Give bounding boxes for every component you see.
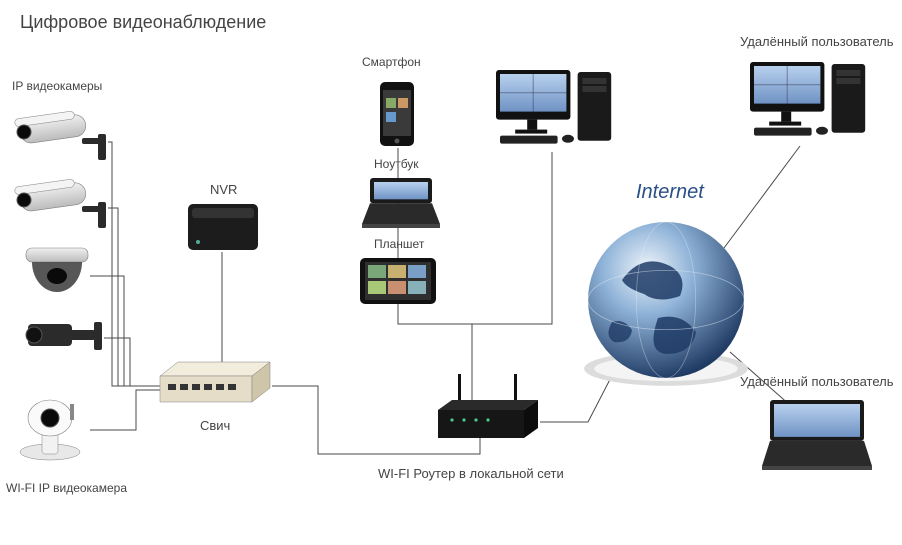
label-internet: Internet bbox=[636, 181, 705, 203]
label-remote-pc: Удалённый пользователь bbox=[740, 34, 894, 49]
label-wifi-camera: WI-FI IP видеокамера bbox=[6, 481, 127, 495]
smartphone-device bbox=[380, 82, 414, 146]
mini-camera bbox=[26, 322, 102, 350]
internet-globe bbox=[584, 222, 748, 386]
diagram-canvas: Цифровое видеонаблюдение IP видеокамеры WI… bbox=[0, 0, 902, 545]
remote-pc bbox=[750, 62, 865, 136]
label-laptop: Ноутбук bbox=[374, 157, 419, 171]
tablet-device bbox=[360, 258, 436, 304]
ip-camera-1 bbox=[14, 111, 106, 160]
dome-camera bbox=[26, 248, 88, 292]
edge-globe-remote_pc bbox=[724, 146, 800, 248]
network-switch bbox=[160, 362, 270, 402]
diagram-title: Цифровое видеонаблюдение bbox=[20, 12, 266, 32]
nvr-device bbox=[188, 204, 258, 250]
label-ip-cameras: IP видеокамеры bbox=[12, 79, 102, 93]
remote-laptop bbox=[762, 400, 872, 470]
wifi-ip-camera bbox=[20, 400, 80, 460]
local-pc bbox=[496, 70, 611, 144]
edge-cam2-switch bbox=[108, 208, 172, 386]
label-remote-laptop: Удалённый пользователь bbox=[740, 374, 894, 389]
edge-cam1-switch bbox=[108, 142, 168, 386]
label-nvr: NVR bbox=[210, 182, 237, 197]
label-tablet: Планшет bbox=[374, 237, 425, 251]
ip-camera-2 bbox=[14, 179, 106, 228]
laptop-device bbox=[362, 178, 440, 228]
label-router: WI-FI Роутер в локальной сети bbox=[378, 466, 564, 481]
edge-local_pc-router bbox=[472, 152, 552, 324]
edge-cam_dome-switch bbox=[90, 276, 176, 386]
nodes-layer bbox=[14, 62, 872, 470]
wifi-router bbox=[438, 374, 538, 438]
label-smartphone: Смартфон bbox=[362, 55, 421, 69]
label-switch: Свич bbox=[200, 418, 230, 433]
